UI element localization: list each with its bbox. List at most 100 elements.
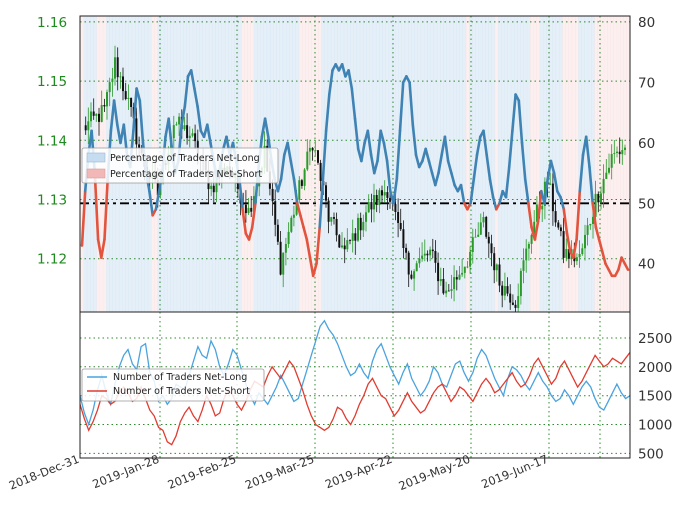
sentiment-line-segment (504, 165, 511, 199)
candle-body (578, 254, 581, 258)
candle-body (525, 248, 528, 261)
sentiment-fill-slice (559, 16, 563, 312)
sentiment-line-segment (424, 147, 431, 163)
candle-body (116, 57, 119, 78)
sentiment-fill-slice (298, 16, 303, 312)
net-short-count-line (80, 352, 630, 446)
legend-swatch-net-short (86, 168, 106, 179)
sentiment-fill-slice (292, 16, 296, 312)
legend-swatch-net-long (86, 152, 106, 163)
sentiment-fill-slice (282, 16, 287, 312)
sentiment-fill-slice (616, 16, 621, 312)
sentiment-fill-slice (488, 16, 492, 312)
sentiment-fill-slice (552, 16, 557, 312)
sentiment-fill-slice (359, 16, 364, 312)
candle-body (215, 175, 218, 193)
candle-body (295, 199, 298, 215)
sentiment-fill-slice (302, 16, 306, 312)
candle-body (517, 296, 520, 308)
count-tick-label: 1000 (638, 418, 672, 434)
sentiment-line-segment (543, 177, 550, 205)
sentiment-line-segment (311, 262, 318, 278)
price-tick-label: 1.16 (37, 15, 67, 31)
candle-body (188, 135, 191, 139)
sentiment-line-segment (238, 177, 244, 211)
candle-body (327, 200, 330, 222)
sentiment-line-segment (433, 171, 440, 187)
sentiment-fill-slice (504, 16, 508, 312)
candle-body (247, 207, 250, 213)
sentiment-line-segment (597, 238, 604, 253)
candle-body (567, 249, 570, 259)
candle-body (319, 162, 322, 181)
candle-body (183, 125, 186, 130)
legend-label-net-short: Percentage of Traders Net-Short (110, 169, 262, 180)
sentiment-line-segment (154, 189, 161, 211)
candle-body (186, 125, 189, 139)
sentiment-fill-slice (469, 16, 473, 312)
candle-body (124, 91, 127, 99)
sentiment-fill-slice (562, 16, 566, 312)
sentiment-line-segment (575, 189, 582, 241)
sentiment-line-segment (263, 117, 270, 139)
candle-body (138, 144, 141, 148)
sentiment-line-segment (318, 177, 325, 229)
sentiment-line-segment (437, 153, 444, 175)
sentiment-line-segment (189, 69, 196, 90)
sentiment-fill-slice (382, 16, 386, 312)
sentiment-line-segment (250, 202, 257, 229)
sentiment-line-segment (591, 202, 598, 229)
sentiment-line-segment (340, 63, 347, 78)
candle-body (108, 82, 111, 93)
candle-body (250, 207, 253, 212)
candle-body (300, 180, 303, 186)
percent-tick-label: 70 (638, 75, 655, 91)
sentiment-line-segment (132, 87, 138, 133)
candle-body (308, 147, 311, 152)
candle-body (469, 251, 472, 267)
candle-body (212, 185, 215, 193)
candle-body (100, 105, 103, 122)
sentiment-fill-slice (530, 16, 534, 312)
sentiment-fill-slice (584, 16, 589, 312)
sentiment-fill-slice (443, 16, 447, 312)
sentiment-line-segment (450, 171, 456, 187)
candle-body (279, 241, 282, 275)
sentiment-fill-slice (478, 16, 483, 312)
sentiment-fill-slice (330, 16, 335, 312)
candle-body (559, 227, 562, 232)
sentiment-fill-slice (401, 16, 406, 312)
sentiment-line-segment (103, 177, 109, 241)
sentiment-line-segment (308, 256, 315, 278)
candle-body (535, 204, 538, 222)
sentiment-fill-slice (350, 16, 354, 312)
sentiment-fill-slice (546, 16, 550, 312)
sentiment-fill-slice (324, 16, 329, 312)
candle-body (276, 224, 279, 242)
sentiment-line-segment (475, 135, 482, 157)
candle-body (592, 216, 594, 224)
percent-tick-label: 60 (638, 136, 655, 152)
candle-body (127, 97, 130, 99)
legend-label-net-long: Percentage of Traders Net-Long (110, 153, 260, 164)
candle-body (386, 192, 389, 198)
candle-body (306, 151, 309, 170)
sentiment-fill-slice (420, 16, 425, 312)
candle-body (351, 233, 354, 241)
sentiment-fill-slice (314, 16, 319, 312)
candle-body (325, 185, 327, 201)
candle-body (442, 279, 445, 294)
candle-body (338, 235, 341, 248)
sentiment-line-segment (398, 81, 405, 133)
candle-body (498, 264, 501, 286)
sentiment-line-segment (562, 208, 569, 235)
candle-body (354, 233, 357, 241)
candle-body (194, 133, 197, 142)
candle-body (423, 253, 426, 256)
candle-body (413, 271, 416, 279)
sentiment-fill-slice (510, 16, 515, 312)
candle-body (616, 151, 618, 153)
candle-body (290, 217, 293, 232)
sentiment-fill-slice (520, 16, 524, 312)
sentiment-fill-slice (424, 16, 428, 312)
